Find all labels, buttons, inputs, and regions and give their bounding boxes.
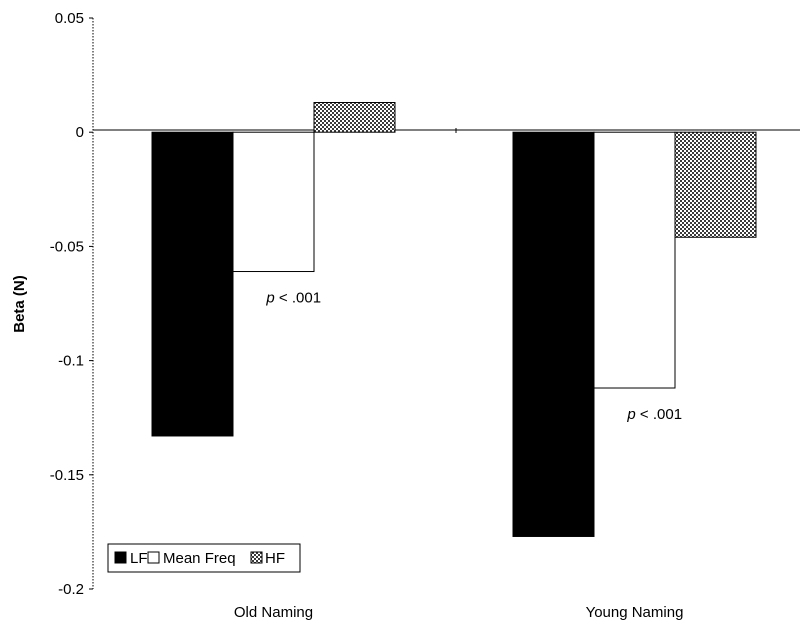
legend-swatch-hf [250, 551, 263, 564]
axes [92, 18, 800, 589]
y-tick-label: -0.05 [50, 238, 84, 255]
category-label: Young Naming [586, 604, 684, 621]
bar-mean-freq-old-naming [232, 131, 315, 273]
category-label: Old Naming [234, 604, 313, 621]
y-tick-label: 0.05 [55, 10, 84, 27]
y-ticks: 0.05 0 -0.05 -0.1 -0.15 -0.2 [50, 10, 93, 598]
legend-label-lf: LF [130, 550, 148, 567]
bar-mean-freq-young-naming [593, 131, 676, 389]
legend-box [107, 543, 301, 573]
y-axis-label: Beta (N) [11, 275, 28, 333]
y-tick-label: 0 [76, 124, 84, 141]
legend-label-hf: HF [265, 550, 285, 567]
bar-hf-old-naming [313, 102, 396, 133]
category-labels: Old Naming Young Naming [234, 604, 684, 621]
bar-lf-young-naming [512, 131, 595, 537]
legend: LF Mean Freq HF [107, 543, 301, 573]
bars [151, 102, 757, 537]
y-tick-label: -0.2 [58, 581, 84, 598]
legend-swatch-lf [114, 551, 127, 564]
bar-lf-old-naming [151, 131, 234, 437]
p-value-annotation: p < .001 [265, 290, 321, 307]
legend-swatch-mean-freq [147, 551, 160, 564]
annotations: p < .001 p < .001 [265, 290, 682, 423]
p-value-annotation: p < .001 [626, 406, 682, 423]
y-tick-label: -0.15 [50, 467, 84, 484]
y-tick-label: -0.1 [58, 353, 84, 370]
bar-hf-young-naming [674, 131, 757, 238]
legend-label-mean-freq: Mean Freq [163, 550, 236, 567]
